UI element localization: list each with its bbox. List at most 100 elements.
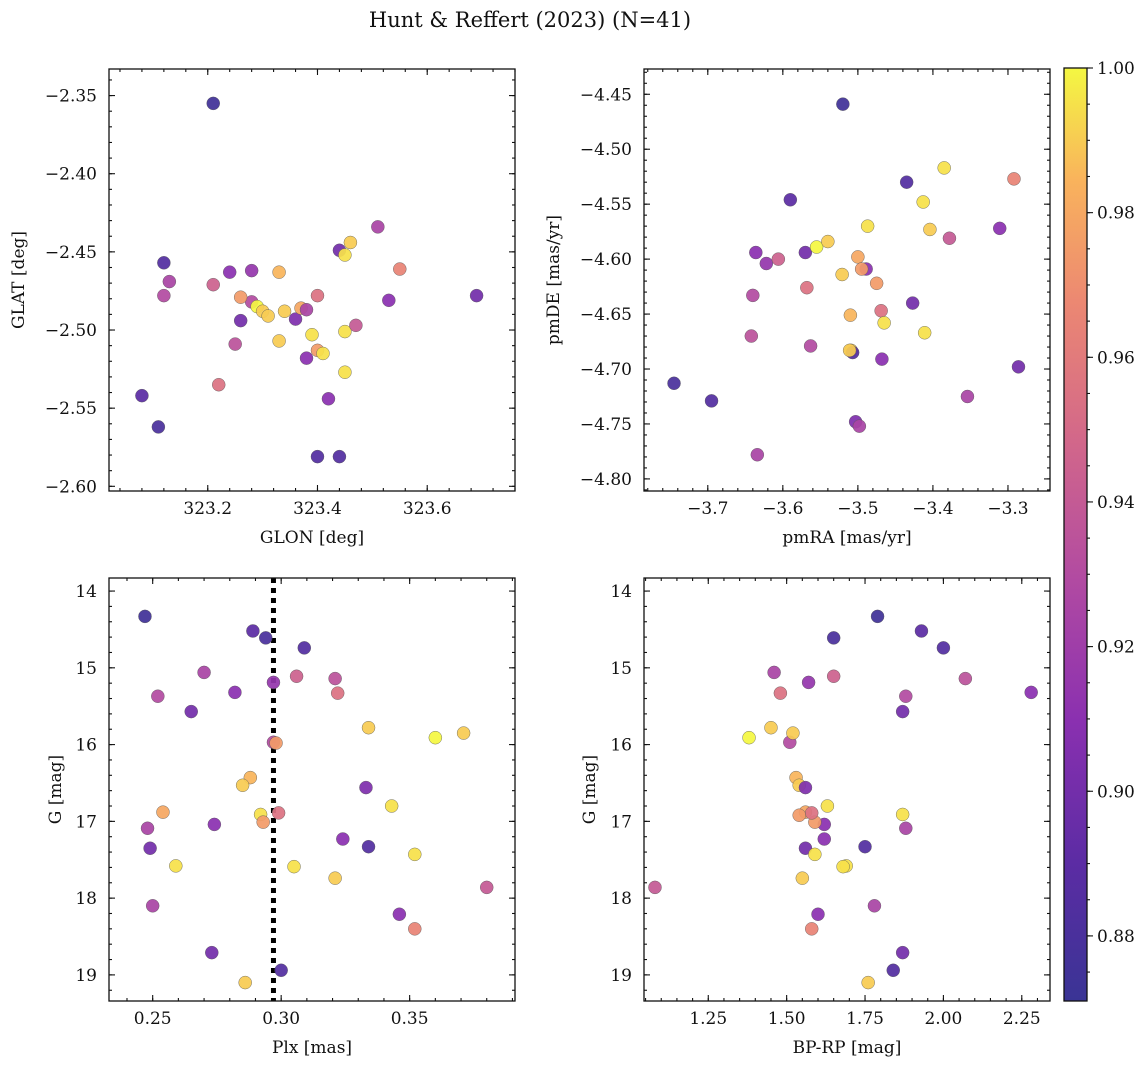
data-point <box>338 248 352 262</box>
data-point <box>408 847 422 862</box>
data-point <box>798 841 813 855</box>
data-point <box>826 631 841 645</box>
x-axis-label: GLON [deg] <box>260 528 364 548</box>
x-tick-label: 0.25 <box>134 1009 172 1029</box>
colorbar-tick-label: 0.98 <box>1097 204 1135 224</box>
data-point <box>773 686 788 700</box>
y-tick-label: 14 <box>75 582 97 602</box>
colorbar-frame <box>1063 67 1088 1002</box>
colorbar-tick-label: 1.00 <box>1097 59 1135 79</box>
data-point <box>393 262 407 276</box>
data-point <box>783 193 798 207</box>
y-tick-label: 18 <box>610 889 632 909</box>
data-point <box>1011 360 1026 374</box>
axes-frame <box>643 577 1051 1002</box>
data-point <box>361 839 376 854</box>
panels: 323.2 323.4 323.6 −2.35 −2.40 −2.45 −2.50 −2.55… <box>9 68 1051 1058</box>
data-point <box>870 609 885 624</box>
data-point <box>456 726 471 740</box>
data-point <box>767 665 781 680</box>
colorbar-tick-label: 0.94 <box>1097 493 1135 513</box>
y-tick-label: 14 <box>610 582 632 602</box>
data-point <box>942 231 957 245</box>
y-tick-label: −4.60 <box>580 250 632 270</box>
data-point <box>305 328 319 342</box>
data-point <box>895 704 910 719</box>
y-tick-label: −4.75 <box>580 415 632 435</box>
y-tick-label: 15 <box>75 659 97 679</box>
data-point <box>821 234 835 249</box>
data-point <box>135 388 149 403</box>
data-point <box>299 351 314 365</box>
data-point <box>328 671 342 686</box>
data-point <box>384 799 399 813</box>
data-point <box>338 365 352 379</box>
x-tick-label: 323.2 <box>183 499 232 519</box>
y-axis-label: GLAT [deg] <box>9 231 29 329</box>
data-point <box>271 806 286 820</box>
data-point <box>310 288 325 303</box>
y-tick-label: −4.70 <box>580 360 632 380</box>
data-point <box>817 832 831 846</box>
data-point <box>274 963 288 977</box>
data-point <box>349 318 363 333</box>
data-point <box>836 97 850 111</box>
x-tick-label: −3.3 <box>987 499 1028 519</box>
data-point <box>899 175 914 189</box>
data-point <box>805 922 819 936</box>
data-point <box>899 821 913 835</box>
points <box>138 609 494 990</box>
data-point <box>480 880 494 895</box>
data-point <box>212 378 226 392</box>
data-point <box>206 277 220 292</box>
x-tick-label: −3.7 <box>687 499 728 519</box>
x-axis-label: BP-RP [mag] <box>793 1038 902 1058</box>
data-point <box>923 222 937 237</box>
data-point <box>899 689 913 703</box>
data-point <box>233 290 248 304</box>
data-point <box>860 219 875 233</box>
data-point <box>169 859 183 873</box>
y-tick-label: 16 <box>610 736 632 756</box>
data-point <box>143 841 157 855</box>
data-point <box>867 899 882 913</box>
data-point <box>1007 172 1021 186</box>
data-point <box>648 880 662 895</box>
y-axis-label: G [mag] <box>580 755 600 824</box>
y-tick-label: −2.40 <box>45 165 97 185</box>
data-point <box>235 778 250 792</box>
panel-pmra_pmde: −3.7 −3.6 −3.5 −3.4 −3.3 −4.45 −4.50 −4.55 −4.60… <box>544 68 1051 548</box>
data-point <box>207 817 222 832</box>
x-tick-label: 1.50 <box>768 1009 806 1029</box>
colorbar: 0.88 0.90 0.92 0.94 0.96 0.98 1.00 <box>1063 59 1135 1002</box>
data-point <box>330 686 345 700</box>
y-tick-label: 16 <box>75 736 97 756</box>
data-point <box>820 799 835 813</box>
x-tick-label: 2.00 <box>924 1009 962 1029</box>
x-tick-label: 1.75 <box>846 1009 884 1029</box>
y-axis-label: pmDE [mas/yr] <box>544 215 564 345</box>
data-point <box>266 675 281 690</box>
data-point <box>299 302 314 317</box>
data-point <box>798 245 813 260</box>
data-point <box>875 352 889 366</box>
data-point <box>316 346 330 361</box>
data-point <box>916 195 930 209</box>
y-tick-label: −2.50 <box>45 321 97 341</box>
data-point <box>184 704 198 719</box>
data-point <box>228 337 242 351</box>
points <box>135 96 484 464</box>
data-point <box>803 339 818 353</box>
data-point <box>287 859 301 874</box>
x-tick-label: 2.25 <box>1003 1009 1041 1029</box>
data-point <box>842 343 857 358</box>
data-point <box>936 641 951 655</box>
x-axis-label: pmRA [mas/yr] <box>782 528 911 548</box>
data-point <box>764 721 778 735</box>
data-point <box>742 730 756 745</box>
data-point <box>843 308 858 322</box>
data-point <box>359 780 373 795</box>
data-point <box>836 859 850 874</box>
x-tick-label: −3.4 <box>912 499 953 519</box>
data-point <box>288 312 303 326</box>
